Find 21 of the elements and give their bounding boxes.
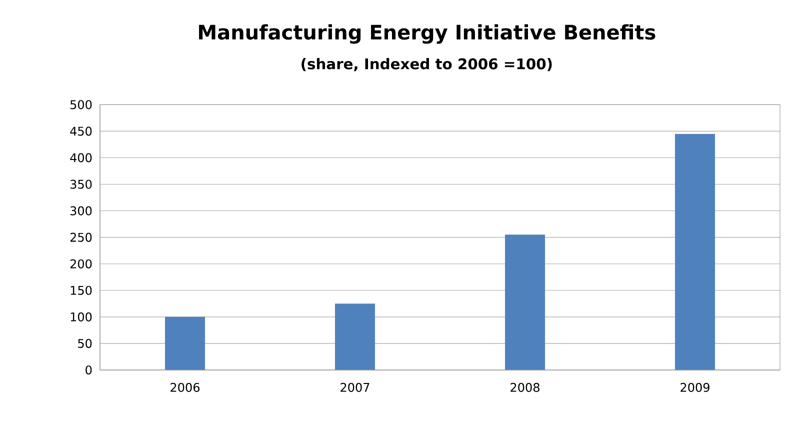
y-tick-label: 50 xyxy=(78,338,92,348)
y-tick-label: 0 xyxy=(86,365,92,375)
y-tick-label: 500 xyxy=(70,100,92,110)
x-tick-label: 2009 xyxy=(680,382,710,392)
chart-subtitle: (share, Indexed to 2006 =100) xyxy=(302,58,552,72)
y-tick-label: 300 xyxy=(70,206,92,216)
bar xyxy=(165,316,205,370)
y-tick-label: 100 xyxy=(70,312,92,322)
x-tick-label: 2006 xyxy=(170,382,200,392)
y-tick-label: 200 xyxy=(70,259,92,268)
x-tick-label: 2008 xyxy=(510,382,540,392)
bar xyxy=(674,134,715,370)
y-tick-label: 150 xyxy=(70,286,92,295)
y-tick-label: 250 xyxy=(70,232,92,242)
x-tick-label: 2007 xyxy=(340,382,370,392)
y-tick-label: 450 xyxy=(70,126,92,136)
y-tick-label: 400 xyxy=(70,153,92,162)
y-tick-label: 350 xyxy=(70,180,92,189)
chart-title: Manufacturing Energy Initiative Benefits xyxy=(199,24,656,44)
bar xyxy=(505,234,545,370)
bar xyxy=(335,304,375,370)
